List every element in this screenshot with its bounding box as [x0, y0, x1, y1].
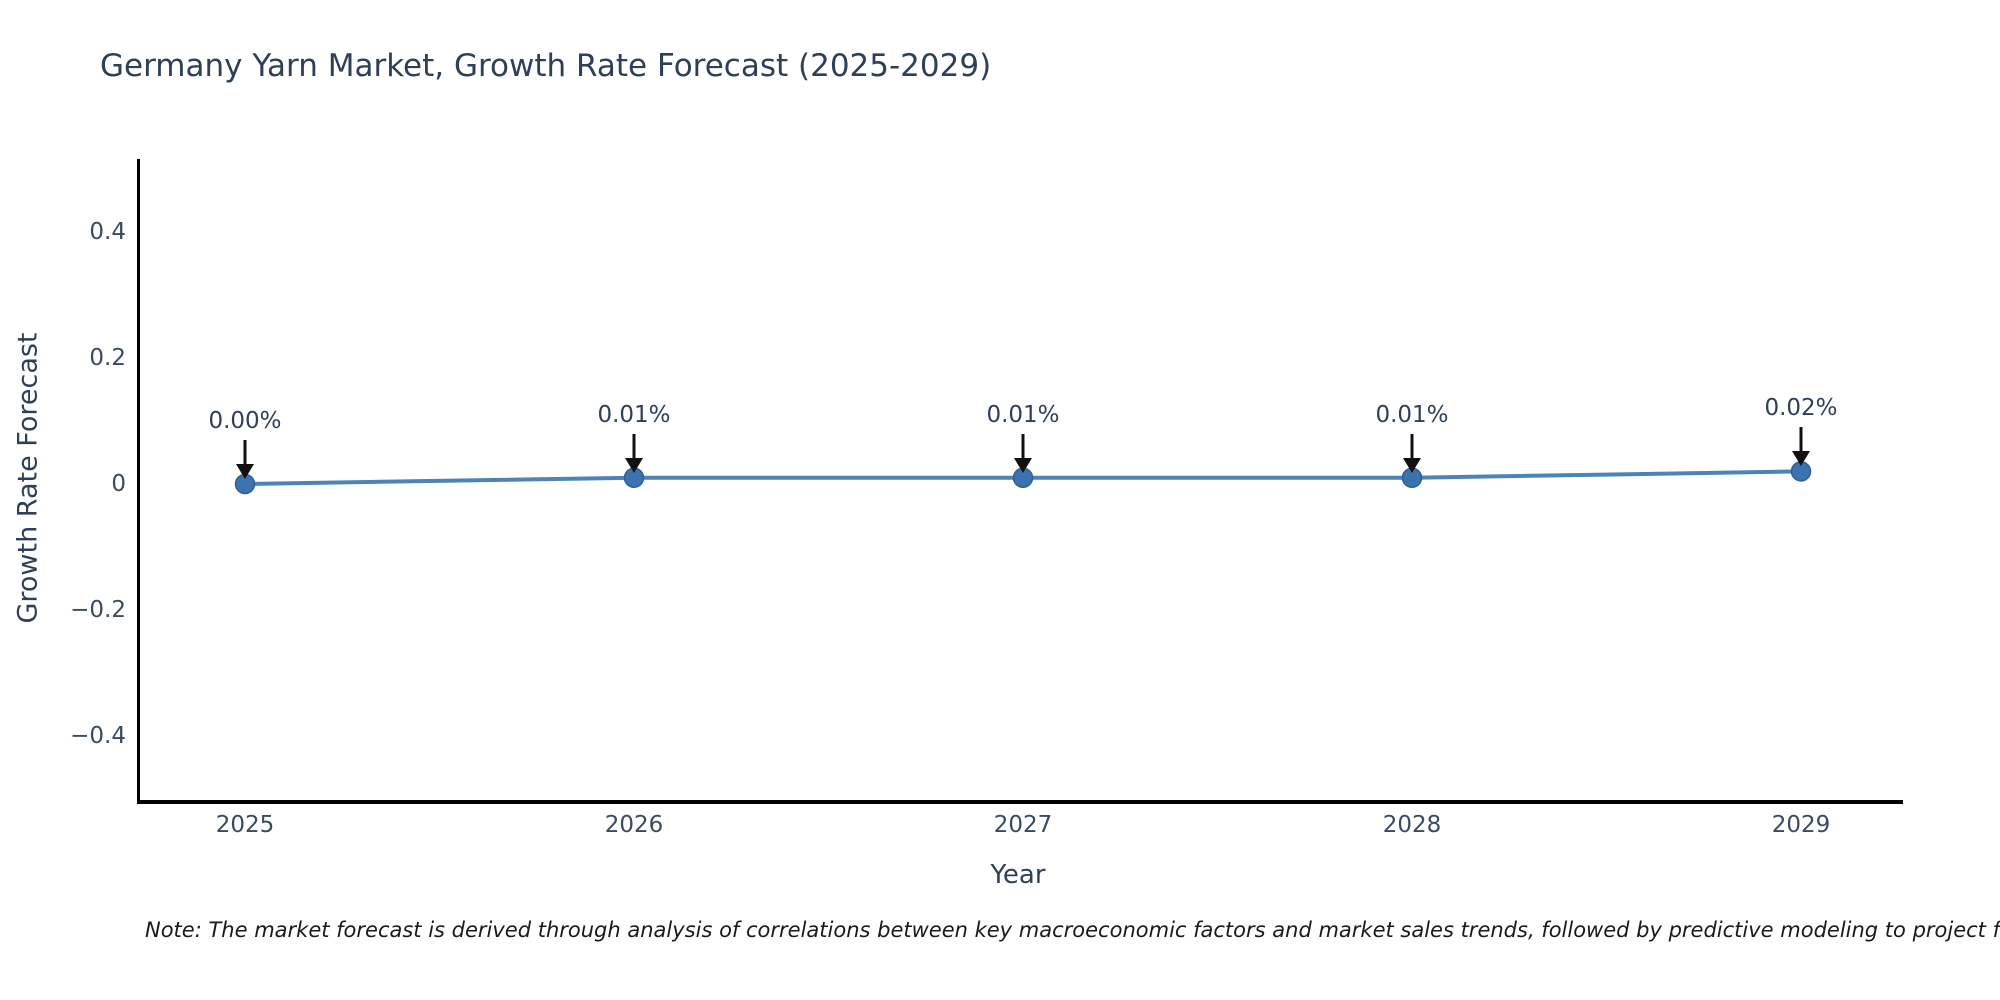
x-tick-label: 2025 [215, 812, 275, 838]
x-axis-title: Year [990, 860, 1046, 890]
point-value-label: 0.00% [208, 408, 282, 434]
point-value-label: 0.02% [1764, 395, 1838, 422]
chart-title: Germany Yarn Market, Growth Rate Forecas… [100, 48, 992, 84]
annotation-arrow-shaft [1799, 427, 1803, 454]
footnote: Note: The market forecast is derived thr… [145, 918, 2000, 942]
annotation-arrow-head [1403, 457, 1421, 473]
annotation-arrow-shaft [632, 433, 636, 460]
annotation-arrow-head [236, 464, 254, 479]
x-tick-label: 2029 [1771, 812, 1831, 838]
annotation-arrow-shaft [243, 440, 247, 466]
annotation-arrow-shaft [1021, 433, 1025, 460]
y-tick-label: −0.2 [70, 597, 126, 623]
point-value-label: 0.01% [986, 401, 1060, 428]
annotation-arrow-head [1792, 451, 1810, 467]
plot-area: 0.4 0.2 0 −0.2 −0.4 2025 2026 2027 2028 2029 0.00%… [70, 159, 1903, 838]
annotation-arrow-head [625, 457, 643, 473]
x-tick-label: 2027 [993, 812, 1053, 838]
annotation-arrow-shaft [1410, 433, 1414, 460]
annotation-arrow-head [1014, 457, 1032, 473]
y-axis-title: Growth Rate Forecast [12, 332, 44, 624]
x-tick-label: 2028 [1382, 812, 1442, 838]
line-series-svg [234, 461, 1812, 495]
x-tick-label: 2026 [604, 812, 664, 838]
y-tick-label: 0.4 [89, 219, 126, 245]
point-value-label: 0.01% [597, 401, 671, 428]
point-value-label: 0.01% [1375, 401, 1449, 428]
y-tick-label: 0.2 [89, 345, 126, 371]
y-tick-label: 0 [111, 471, 126, 497]
y-tick-label: −0.4 [70, 723, 126, 749]
